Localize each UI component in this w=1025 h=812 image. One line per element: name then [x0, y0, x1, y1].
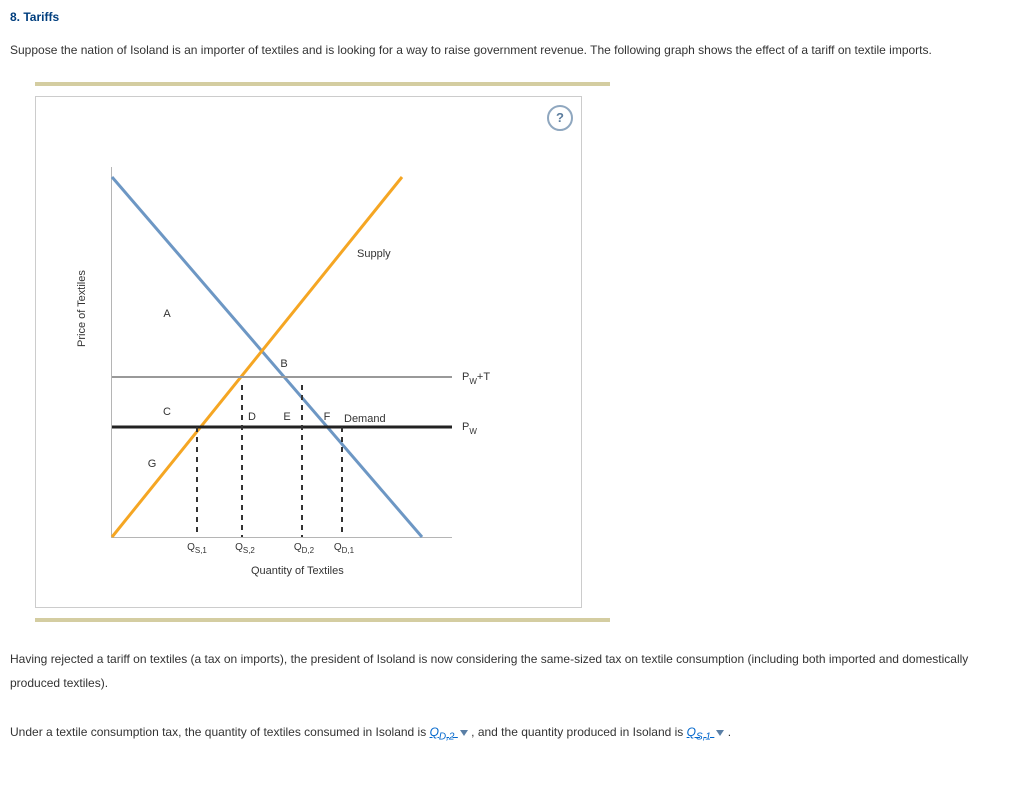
followup-paragraph-1: Having rejected a tariff on textiles (a …: [10, 647, 990, 695]
chevron-down-icon[interactable]: [460, 730, 468, 736]
chevron-down-icon[interactable]: [716, 730, 724, 736]
divider-top: [35, 82, 610, 86]
text-end: .: [728, 725, 731, 739]
followup-paragraph-2: Under a textile consumption tax, the qua…: [10, 720, 990, 747]
text-mid: , and the quantity produced in Isoland i…: [471, 725, 686, 739]
question-title: 8. Tariffs: [10, 10, 1025, 24]
answer-dropdown-1[interactable]: QD,2: [430, 725, 458, 739]
region-b: B: [280, 358, 287, 370]
bottom-rule-wrap: [35, 618, 610, 622]
supply-label: Supply: [357, 248, 391, 260]
demand-line: [112, 177, 422, 537]
top-rule-wrap: [35, 82, 610, 86]
chart-svg: QS,1 QS,2 QD,2 QD,1 PW+T PW A B C D E F …: [112, 167, 452, 537]
label-pw: PW: [462, 421, 477, 436]
region-e: E: [283, 411, 290, 423]
text-pre: Under a textile consumption tax, the qua…: [10, 725, 430, 739]
answer-dropdown-2[interactable]: QS,1: [687, 725, 715, 739]
plot-area: QS,1 QS,2 QD,2 QD,1 PW+T PW A B C D E F …: [111, 167, 452, 538]
label-pw-t: PW+T: [462, 371, 490, 386]
chart-panel: ? Price of Textiles Quantity of Textiles…: [35, 96, 582, 608]
supply-line: [112, 177, 402, 537]
region-g: G: [148, 458, 157, 470]
divider-bottom: [35, 618, 610, 622]
region-f: F: [324, 411, 331, 423]
region-c: C: [163, 406, 171, 418]
region-d: D: [248, 411, 256, 423]
demand-label: Demand: [344, 413, 386, 425]
label-qs2: QS,2: [235, 542, 255, 555]
label-qd1: QD,1: [334, 542, 355, 555]
help-icon[interactable]: ?: [547, 105, 573, 131]
label-qd2: QD,2: [294, 542, 315, 555]
y-axis-label: Price of Textiles: [76, 270, 88, 347]
intro-paragraph: Suppose the nation of Isoland is an impo…: [10, 39, 990, 62]
region-a: A: [163, 308, 171, 320]
label-qs1: QS,1: [187, 542, 207, 555]
x-axis-label: Quantity of Textiles: [251, 565, 344, 577]
